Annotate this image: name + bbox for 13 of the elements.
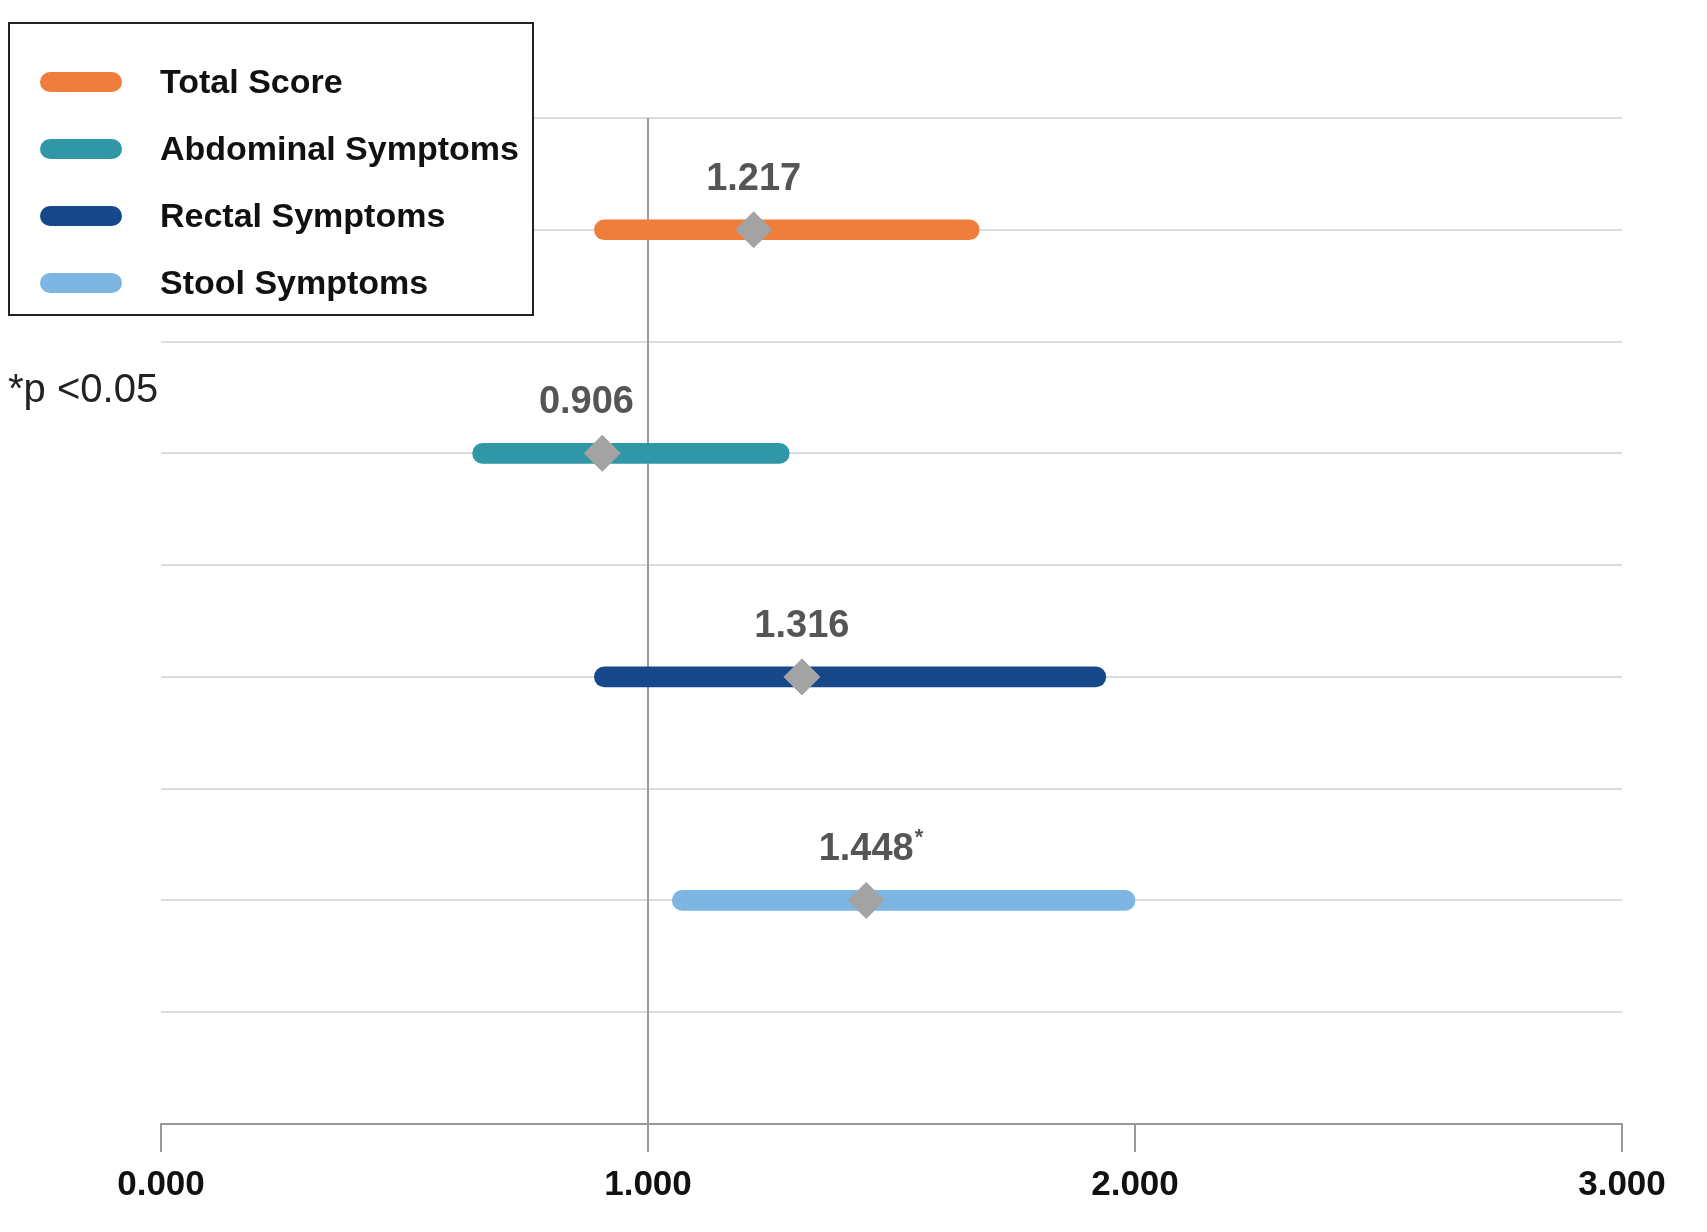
data-label: 0.906 <box>538 379 634 422</box>
legend-label: Rectal Symptoms <box>160 196 446 235</box>
data-label: 1.316 <box>754 602 850 645</box>
x-tick-label: 3.000 <box>1578 1162 1666 1202</box>
text: *p <0.05 <box>8 366 159 411</box>
data-label: 1.448* <box>818 824 924 869</box>
x-tick-label: 1.000 <box>604 1162 692 1202</box>
legend-label: Stool Symptoms <box>160 263 429 302</box>
x-tick-label: 2.000 <box>1091 1162 1179 1202</box>
legend-label: Abdominal Symptoms <box>160 129 519 168</box>
data-label: 1.217 <box>706 155 802 198</box>
x-tick-label: 0.000 <box>117 1162 205 1202</box>
legend-label: Total Score <box>160 62 343 101</box>
